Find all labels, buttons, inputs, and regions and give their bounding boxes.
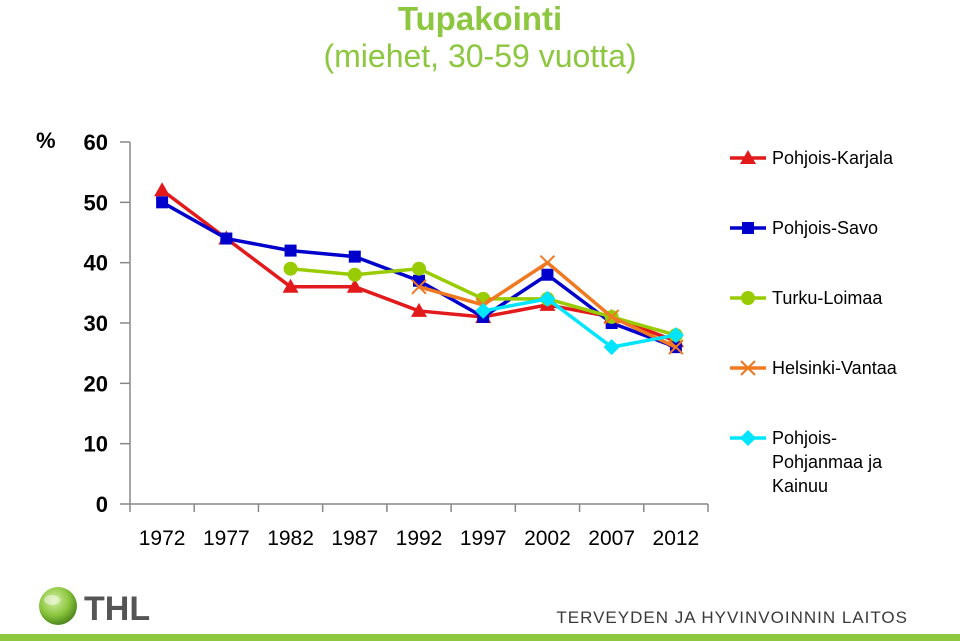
legend-marker-3 — [741, 291, 755, 305]
series-2-point — [413, 274, 425, 287]
y-tick-label: 30 — [84, 311, 108, 336]
line-chart: 0 10 20 30 40 50 60% 1972 1977 1982 1987 1992 1997 20… — [36, 128, 898, 550]
series-line-5 — [482, 297, 677, 349]
series-4-point — [603, 309, 620, 325]
series-5-point — [667, 327, 684, 344]
legend-label: Pohjois-Karjala — [772, 148, 894, 168]
series-4-point — [539, 254, 556, 271]
globe-icon — [39, 587, 77, 625]
legend-marker-1 — [740, 150, 756, 164]
legend-label: Kainuu — [772, 476, 828, 496]
legend-label: Pohjois- — [772, 428, 837, 448]
series-3-point — [283, 261, 298, 276]
legend-label: Helsinki-Vantaa — [772, 358, 898, 378]
x-tick-label: 1992 — [396, 527, 443, 550]
y-tick-label: 0 — [96, 492, 108, 517]
y-tick-label: 60 — [84, 130, 108, 155]
x-tick-label: 1997 — [460, 527, 507, 550]
series-2-point — [284, 244, 297, 257]
series-2-point — [541, 268, 554, 281]
series-1-point — [154, 182, 171, 197]
x-tick-label: 1972 — [139, 527, 186, 550]
y-tick-label: 40 — [84, 251, 108, 276]
y-tick-label: 50 — [84, 190, 108, 215]
series-1-point — [411, 302, 427, 317]
series-2-point — [220, 232, 233, 245]
x-tick-label: 2007 — [588, 527, 635, 550]
chart-title-block: Tupakointi (miehet, 30-59 vuotta) — [0, 0, 960, 74]
y-tick-label: 20 — [84, 371, 108, 396]
x-tick-label: 1987 — [331, 527, 378, 550]
logo-text: THL — [84, 590, 150, 628]
legend-marker-4 — [740, 360, 756, 376]
series-5-point — [603, 339, 620, 356]
y-tick-label: 10 — [84, 432, 108, 457]
y-axis-label: % — [36, 128, 56, 153]
chart-subtitle: (miehet, 30-59 vuotta) — [323, 38, 637, 74]
legend-label: Pohjois-Savo — [772, 218, 878, 238]
series-4-point — [668, 339, 684, 355]
x-tick-label: 2012 — [653, 527, 700, 550]
series-3-point — [347, 267, 362, 282]
chart-title: Tupakointi — [397, 0, 563, 37]
legend-marker-5 — [740, 430, 756, 446]
series-2-point — [156, 196, 169, 209]
series-1-point — [282, 278, 299, 293]
series-5-point — [539, 290, 556, 307]
legend-marker-2 — [742, 222, 754, 234]
series-3-point — [412, 261, 426, 276]
series-5-point — [475, 302, 492, 319]
series-1-point — [346, 278, 363, 293]
footer-bar — [0, 634, 960, 641]
organization-name: TERVEYDEN JA HYVINVOINNIN LAITOS — [556, 608, 908, 627]
x-tick-label: 1977 — [203, 527, 250, 550]
legend-label: Pohjanmaa ja — [772, 452, 883, 472]
thl-logo: THL — [39, 587, 150, 628]
series-2-point — [348, 250, 361, 263]
legend-label: Turku-Loimaa — [772, 288, 883, 308]
x-tick-label: 2002 — [524, 527, 571, 550]
series-4-point — [411, 279, 427, 295]
x-tick-label: 1982 — [267, 527, 314, 550]
